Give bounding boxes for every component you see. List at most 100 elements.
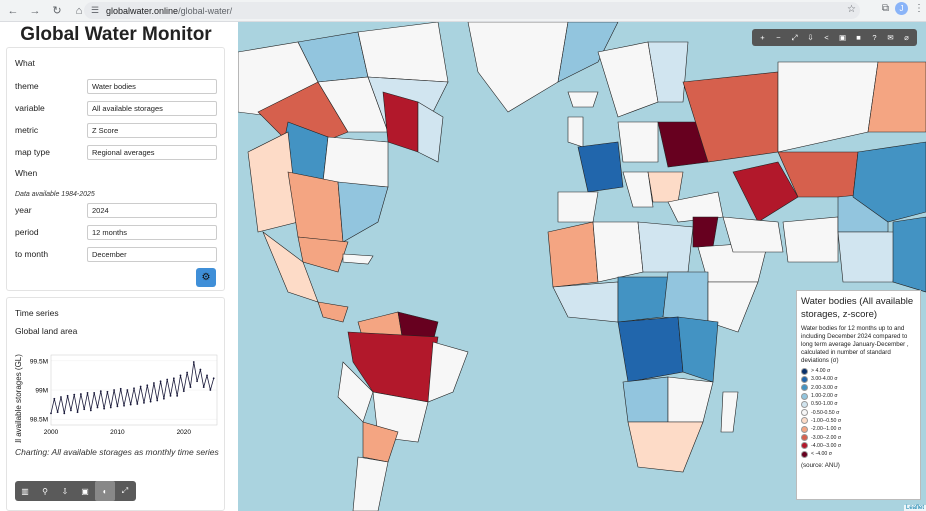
bookmark-star-icon[interactable]: ☆ <box>847 4 856 15</box>
settings-button[interactable]: ⚙ <box>196 268 216 287</box>
profile-avatar[interactable]: J <box>895 2 908 15</box>
timeseries-panel: Time series Global land area All availab… <box>6 297 225 511</box>
data-point <box>212 377 215 380</box>
timeseries-svg: All available storages (GL) 99.5M 99M 98.5… <box>14 354 218 448</box>
forward-icon[interactable]: → <box>29 4 41 17</box>
url-path: /global-water/ <box>178 5 233 16</box>
x-tick-label: 2000 <box>44 429 59 436</box>
region-india-east <box>837 231 899 283</box>
globe-icon[interactable]: ◐ <box>95 481 115 501</box>
metric-select[interactable]: Z Score <box>87 123 217 138</box>
region-quebec <box>417 101 444 163</box>
data-point <box>162 397 165 400</box>
data-point <box>50 412 52 415</box>
region-madagascar <box>720 391 739 433</box>
leaflet-attribution[interactable]: Leaflet <box>903 505 926 511</box>
variable-select[interactable]: All available storages <box>87 101 217 116</box>
data-point <box>156 399 159 402</box>
region-sahara-east <box>637 221 694 273</box>
share-icon[interactable]: < <box>824 33 829 42</box>
region-nw-africa <box>547 221 599 288</box>
map-canvas[interactable]: + − ⤢ ⇩ < ▣ ■ ? ✉ ⌀ Water bodies (All av… <box>238 22 926 511</box>
fullscreen-icon[interactable]: ⤢ <box>791 32 798 42</box>
extensions-icon[interactable]: ⧉ <box>881 3 889 14</box>
x-tick-label: 2010 <box>110 429 125 436</box>
image-icon[interactable]: ▣ <box>81 486 89 496</box>
data-point <box>96 406 99 409</box>
site-info-icon[interactable]: ☰ <box>90 5 100 15</box>
data-point <box>196 380 198 383</box>
to-month-label: to month <box>15 249 49 259</box>
page-title: Global Water Monitor <box>20 24 212 45</box>
query-panel: What theme Water bodies variable All ava… <box>6 47 225 291</box>
expand-icon[interactable]: ⤢ <box>121 486 129 495</box>
zoom-in-icon[interactable]: + <box>760 33 765 42</box>
choropleth-map[interactable] <box>238 22 926 511</box>
data-point <box>166 378 169 381</box>
region-angola <box>622 376 669 423</box>
legend-label: -3.00--2.00 σ <box>811 434 842 441</box>
map-type-select[interactable]: Regional averages <box>87 145 217 160</box>
mail-icon[interactable]: ✉ <box>887 33 894 42</box>
map-legend: Water bodies (All available storages, z-… <box>796 290 921 500</box>
data-point <box>83 408 86 411</box>
period-label: period <box>15 227 39 237</box>
reload-icon[interactable]: ↻ <box>52 5 62 17</box>
region-germany <box>617 121 659 163</box>
legend-swatch <box>801 450 808 458</box>
back-icon[interactable]: ← <box>7 4 19 17</box>
url-host: globalwater.online <box>106 5 179 16</box>
x-tick-label: 2020 <box>177 429 192 436</box>
data-point <box>209 389 212 391</box>
menu-icon[interactable]: ⋮ <box>914 3 924 14</box>
address-bar[interactable]: ☰ globalwater.online/global-water/ ☆ <box>84 2 860 19</box>
data-point <box>119 387 122 390</box>
legend-item: > 4.00 σ <box>801 367 916 375</box>
period-select[interactable]: 12 months <box>87 225 217 240</box>
region-siberia <box>867 61 926 133</box>
region-india-west <box>782 216 839 263</box>
theme-select[interactable]: Water bodies <box>87 79 217 94</box>
legend-swatch <box>801 434 808 442</box>
zoom-out-icon[interactable]: − <box>776 33 781 42</box>
data-point <box>159 380 162 383</box>
chart-caption: Charting: All available storages as mont… <box>15 447 219 457</box>
legend-item: 1.00-2.00 σ <box>801 392 916 400</box>
legend-item: -4.00--3.00 σ <box>801 442 916 450</box>
legend-label: -0.50-0.50 σ <box>811 409 840 416</box>
data-point <box>206 374 208 377</box>
legend-label: > 4.00 σ <box>811 368 831 375</box>
region-uk <box>567 116 584 148</box>
year-select[interactable]: 2024 <box>87 203 217 218</box>
video-icon[interactable]: ▣ <box>838 33 847 42</box>
data-point <box>70 409 72 412</box>
download-icon[interactable]: ⇩ <box>61 486 69 496</box>
legend-item: 3.00-4.00 σ <box>801 375 916 383</box>
home-icon[interactable]: ⌂ <box>75 4 83 17</box>
legend-description: Water bodies for 12 months up to and inc… <box>801 325 909 364</box>
legend-swatch <box>801 442 808 450</box>
layers-icon[interactable]: ■ <box>856 33 861 42</box>
pin-icon[interactable]: ⚲ <box>42 486 48 496</box>
data-point <box>136 403 139 405</box>
download-map-icon[interactable]: ⇩ <box>807 33 814 42</box>
help-icon[interactable]: ? <box>872 33 877 42</box>
data-point <box>86 392 89 394</box>
data-point <box>146 384 149 387</box>
region-finland <box>647 41 689 103</box>
legend-swatch <box>801 409 808 417</box>
variable-label: variable <box>15 103 45 113</box>
data-point <box>123 404 125 407</box>
legend-swatch <box>801 375 808 383</box>
legend-items: > 4.00 σ 3.00-4.00 σ 2.00-3.00 σ 1.00-2.00 … <box>801 367 916 458</box>
legend-item: -3.00--2.00 σ <box>801 433 916 442</box>
when-heading: When <box>15 168 38 178</box>
to-month-select[interactable]: December <box>87 247 217 262</box>
legend-item: -1.00--0.50 σ <box>801 417 916 425</box>
data-point <box>153 382 155 384</box>
data-point <box>172 377 175 380</box>
timeseries-chart: All available storages (GL) 99.5M 99M 98.5… <box>13 353 221 463</box>
theme-label: theme <box>15 81 39 91</box>
chart-icon[interactable]: ▥ <box>21 486 29 496</box>
hide-icon[interactable]: ⌀ <box>904 33 909 42</box>
